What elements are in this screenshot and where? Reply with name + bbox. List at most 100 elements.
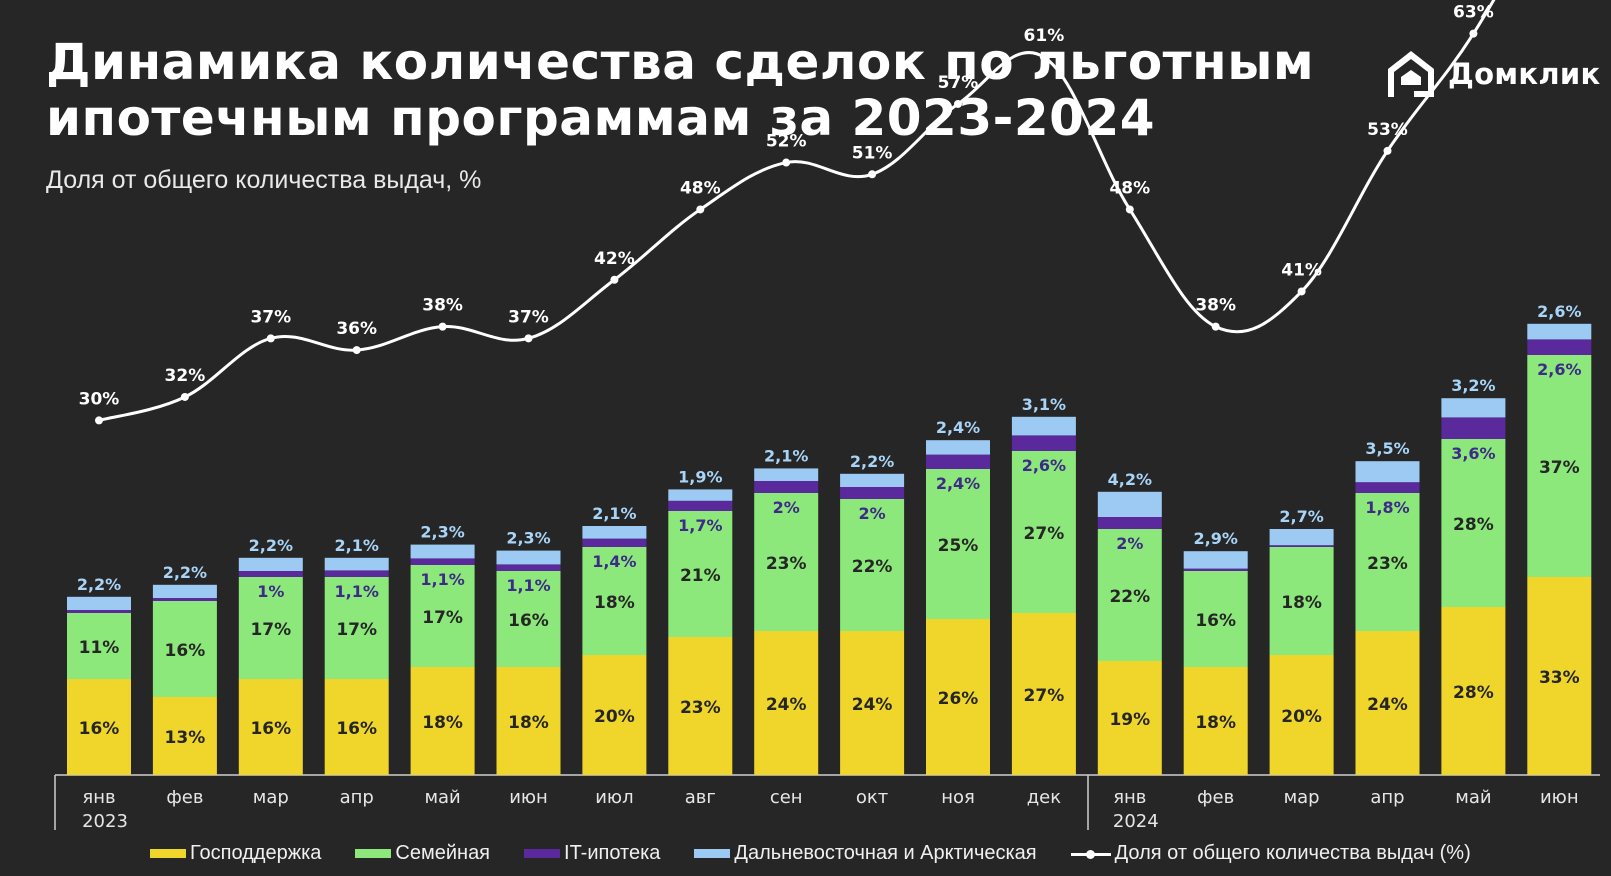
- bar-segment-semeynaya: [1355, 493, 1420, 631]
- share-line-point: [868, 170, 877, 179]
- bar-segment-semeynaya: [324, 577, 389, 679]
- bar-segment-dv: [410, 544, 475, 559]
- bar-segment-dv: [840, 473, 905, 487]
- bar-segment-gospodderzhka: [1011, 613, 1076, 775]
- bar-segment-semeynaya: [1441, 439, 1506, 607]
- x-tick-label: фев: [1197, 787, 1234, 808]
- bar-segment-dv: [926, 440, 990, 455]
- bar-segment-it: [1355, 482, 1420, 493]
- bar-label-it: 1,7%: [678, 516, 722, 535]
- bar-label-gospodderzhka: 20%: [594, 707, 635, 727]
- bar-segment-it: [840, 487, 905, 499]
- share-line-point: [1039, 53, 1048, 62]
- bar-label-gospodderzhka: 16%: [336, 719, 377, 739]
- bar-segment-it: [1097, 517, 1162, 529]
- share-line-point: [1125, 205, 1134, 214]
- bar-segment-dv: [1269, 529, 1334, 546]
- bar-label-semeynaya: 21%: [680, 566, 721, 586]
- bar-label-semeynaya: 16%: [1195, 611, 1236, 631]
- legend-swatch-it: [524, 849, 561, 858]
- share-line-label: 38%: [422, 296, 463, 316]
- bar-segment-gospodderzhka: [1355, 631, 1420, 775]
- bar-label-dv: 2,2%: [163, 563, 207, 582]
- bar-label-it: 2,6%: [1022, 456, 1066, 475]
- bar-segment-it: [754, 481, 819, 493]
- share-line-label: 32%: [165, 366, 206, 386]
- bar-segment-it: [926, 454, 990, 469]
- bar-segment-it: [1269, 545, 1334, 547]
- bar-segment-gospodderzhka: [1183, 667, 1248, 775]
- x-tick-label: май: [1455, 787, 1491, 808]
- bar-label-gospodderzhka: 18%: [422, 713, 463, 733]
- bar-segment-semeynaya: [1011, 451, 1076, 613]
- bar-label-gospodderzhka: 24%: [852, 695, 893, 715]
- x-year-label: 2023: [82, 811, 128, 832]
- bar-label-gospodderzhka: 33%: [1539, 668, 1580, 688]
- bar-label-it: 1,8%: [1365, 498, 1409, 517]
- legend-label-share-line: Доля от общего количества выдач (%): [1114, 842, 1471, 864]
- bar-segment-semeynaya: [410, 565, 475, 667]
- bar-label-dv: 2,3%: [506, 529, 550, 548]
- bar-label-dv: 2,4%: [936, 418, 980, 437]
- legend-item-semeynaya: Семейная: [355, 842, 490, 865]
- bar-label-dv: 2,2%: [77, 575, 121, 594]
- share-line-point: [352, 346, 361, 355]
- bar-label-semeynaya: 22%: [1109, 587, 1150, 607]
- bar-segment-dv: [238, 557, 303, 571]
- bar-label-gospodderzhka: 24%: [1367, 695, 1408, 715]
- bar-label-semeynaya: 37%: [1539, 458, 1580, 478]
- bar-label-dv: 2,6%: [1537, 302, 1581, 321]
- x-year-label: 2024: [1113, 811, 1159, 832]
- bar-segment-semeynaya: [754, 493, 819, 631]
- legend-label-it: IT-ипотека: [564, 842, 661, 864]
- bar-label-dv: 4,2%: [1108, 470, 1152, 489]
- bar-label-it: 3,6%: [1451, 444, 1495, 463]
- bar-segment-gospodderzhka: [926, 619, 990, 775]
- bar-segment-gospodderzhka: [67, 679, 131, 775]
- bar-segment-gospodderzhka: [582, 655, 647, 775]
- bar-segment-gospodderzhka: [1441, 607, 1506, 775]
- bar-segment-semeynaya: [1183, 571, 1248, 667]
- bar-segment-semeynaya: [152, 601, 217, 697]
- bar-label-it: 2%: [1116, 534, 1143, 553]
- x-tick-label: дек: [1027, 787, 1062, 808]
- bar-label-it: 1,1%: [506, 576, 550, 595]
- legend-line-marker: [1070, 848, 1111, 860]
- bar-segment-it: [582, 538, 647, 547]
- bar-label-semeynaya: 16%: [165, 641, 206, 661]
- bar-label-it: 2,4%: [936, 474, 980, 493]
- share-line-label: 51%: [852, 143, 893, 163]
- chart-legend: Господдержка Семейная IT-ипотека Дальнев…: [150, 842, 1505, 865]
- bar-label-semeynaya: 11%: [79, 638, 120, 658]
- title-line-2: ипотечным программам за 2023-2024: [46, 89, 1156, 147]
- bar-label-gospodderzhka: 26%: [938, 689, 979, 709]
- share-line-point: [1383, 146, 1392, 155]
- house-logo-icon: [1388, 51, 1434, 97]
- bar-segment-dv: [1183, 551, 1248, 569]
- bar-label-semeynaya: 17%: [422, 608, 463, 628]
- bar-segment-it: [410, 558, 475, 565]
- x-tick-label: янв: [82, 787, 115, 808]
- bar-label-dv: 2,9%: [1194, 529, 1238, 548]
- bar-segment-dv: [754, 468, 819, 481]
- bar-segment-it: [238, 571, 303, 577]
- bar-segment-it: [152, 598, 217, 601]
- bar-segment-semeynaya: [1269, 547, 1334, 655]
- legend-swatch-gospodderzhka: [150, 849, 186, 858]
- bar-label-dv: 1,9%: [678, 467, 722, 486]
- bar-segment-dv: [1527, 323, 1592, 340]
- share-line-label: 63%: [1453, 3, 1494, 23]
- x-tick-label: май: [424, 787, 460, 808]
- x-tick-label: фев: [166, 787, 203, 808]
- share-line-label: 36%: [336, 319, 377, 339]
- bar-label-dv: 2,2%: [249, 536, 293, 555]
- bar-label-semeynaya: 28%: [1453, 515, 1494, 535]
- bar-segment-semeynaya: [496, 571, 561, 667]
- bar-label-dv: 2,3%: [420, 523, 464, 542]
- share-line-point: [438, 322, 447, 331]
- x-tick-label: янв: [1113, 787, 1146, 808]
- bar-label-semeynaya: 27%: [1024, 524, 1065, 544]
- bar-label-semeynaya: 25%: [938, 536, 979, 556]
- brand-logo[interactable]: Домклик: [1384, 44, 1600, 104]
- bar-label-it: 1,4%: [592, 552, 636, 571]
